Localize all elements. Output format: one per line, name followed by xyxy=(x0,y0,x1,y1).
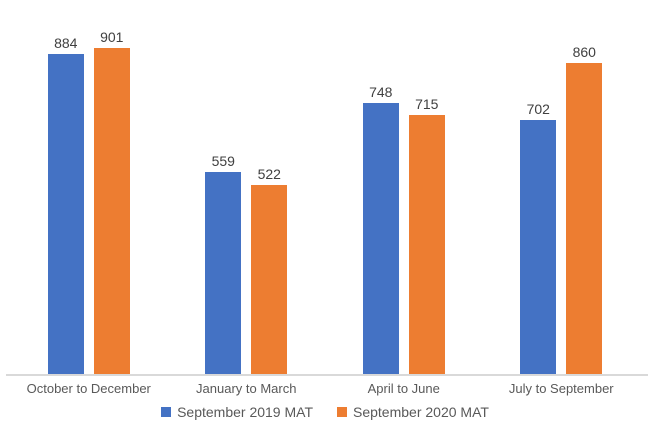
bar-september-2020-mat xyxy=(251,185,288,374)
bar-september-2019-mat xyxy=(205,172,242,374)
plot-area: 884 901 559 522 748 715 702 860 xyxy=(10,0,640,375)
legend-item-september-2019-mat: September 2019 MAT xyxy=(161,404,313,420)
bar-wrap: 884 xyxy=(47,35,84,374)
legend-label: September 2019 MAT xyxy=(177,404,313,420)
legend-item-september-2020-mat: September 2020 MAT xyxy=(337,404,489,420)
data-label: 748 xyxy=(369,84,393,100)
bar-wrap: 702 xyxy=(520,101,557,374)
bar-wrap: 748 xyxy=(362,84,399,374)
bar-september-2020-mat xyxy=(566,63,603,374)
x-axis-category-labels: October to December January to March April… xyxy=(10,381,640,396)
bar-wrap: 860 xyxy=(566,44,603,374)
legend-swatch-icon xyxy=(337,407,347,417)
bar-september-2019-mat xyxy=(47,54,84,374)
bar-group-october-to-december: 884 901 xyxy=(10,0,168,374)
x-axis-line xyxy=(6,374,648,376)
bar-september-2019-mat xyxy=(520,120,557,374)
bar-group-april-to-june: 748 715 xyxy=(325,0,483,374)
bar-wrap: 901 xyxy=(93,29,130,374)
bar-group-july-to-september: 702 860 xyxy=(483,0,641,374)
bar-september-2020-mat xyxy=(408,115,445,374)
data-label: 860 xyxy=(572,44,596,60)
bar-wrap: 559 xyxy=(205,153,242,374)
bar-september-2020-mat xyxy=(93,48,130,374)
bar-wrap: 715 xyxy=(408,96,445,374)
chart-legend: September 2019 MAT September 2020 MAT xyxy=(0,404,650,420)
legend-label: September 2020 MAT xyxy=(353,404,489,420)
bar-groups: 884 901 559 522 748 715 702 860 xyxy=(10,0,640,374)
data-label: 901 xyxy=(100,29,124,45)
category-label-january-to-march: January to March xyxy=(196,381,297,396)
bar-wrap: 522 xyxy=(251,166,288,374)
data-label: 884 xyxy=(54,35,78,51)
data-label: 715 xyxy=(415,96,439,112)
bar-september-2019-mat xyxy=(362,103,399,374)
legend-swatch-icon xyxy=(161,407,172,417)
data-label: 522 xyxy=(257,166,281,182)
data-label: 702 xyxy=(526,101,550,117)
category-label-october-to-december: October to December xyxy=(26,381,151,396)
data-label: 559 xyxy=(211,153,235,169)
category-label-july-to-september: July to September xyxy=(508,381,614,396)
bar-group-january-to-march: 559 522 xyxy=(168,0,326,374)
category-label-april-to-june: April to June xyxy=(367,381,440,396)
